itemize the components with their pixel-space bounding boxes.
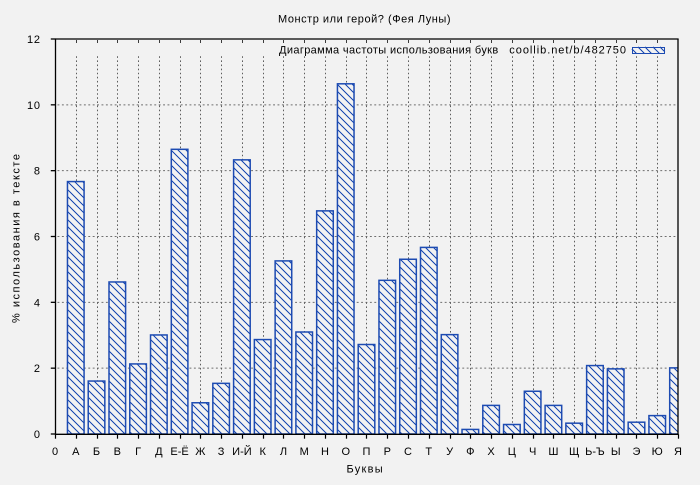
svg-text:М: М: [300, 446, 309, 458]
svg-text:0: 0: [52, 446, 58, 458]
svg-text:Д: Д: [155, 446, 163, 458]
svg-text:2: 2: [34, 363, 40, 375]
svg-text:6: 6: [34, 232, 40, 244]
svg-text:С: С: [404, 446, 412, 458]
svg-text:% использования в тексте: % использования в тексте: [11, 154, 23, 323]
svg-text:Т: Т: [425, 446, 432, 458]
svg-text:Я: Я: [674, 446, 682, 458]
svg-text:Ш: Ш: [548, 446, 558, 458]
svg-text:Ч: Ч: [529, 446, 536, 458]
svg-text:З: З: [218, 446, 225, 458]
svg-text:Ь-Ъ: Ь-Ъ: [585, 446, 605, 458]
svg-text:В: В: [114, 446, 121, 458]
svg-text:К: К: [259, 446, 266, 458]
svg-text:Ы: Ы: [611, 446, 621, 458]
svg-text:12: 12: [27, 34, 40, 46]
svg-text:Л: Л: [280, 446, 287, 458]
svg-text:Ж: Ж: [195, 446, 205, 458]
svg-text:Диаграмма частоты использовани: Диаграмма частоты использования букв: [279, 44, 498, 56]
svg-text:0: 0: [34, 429, 40, 441]
svg-text:Монстр или герой? (Фея Луны): Монстр или герой? (Фея Луны): [278, 14, 451, 26]
svg-text:Ц: Ц: [508, 446, 516, 458]
svg-text:А: А: [72, 446, 80, 458]
svg-text:О: О: [341, 446, 350, 458]
svg-text:Ю: Ю: [652, 446, 663, 458]
svg-text:Э: Э: [633, 446, 641, 458]
svg-text:Н: Н: [321, 446, 329, 458]
svg-text:Г: Г: [135, 446, 141, 458]
svg-text:Р: Р: [384, 446, 391, 458]
svg-text:4: 4: [34, 297, 40, 309]
svg-text:И-Й: И-Й: [232, 445, 251, 458]
svg-text:Х: Х: [487, 446, 495, 458]
svg-text:Е-Ё: Е-Ё: [170, 446, 188, 458]
svg-text:Ф: Ф: [466, 446, 474, 458]
svg-text:8: 8: [34, 166, 40, 178]
svg-text:10: 10: [27, 100, 40, 112]
svg-text:У: У: [446, 446, 454, 458]
svg-text:Щ: Щ: [569, 446, 579, 458]
svg-text:Буквы: Буквы: [347, 464, 383, 476]
svg-text:Б: Б: [93, 446, 100, 458]
svg-text:coollib.net/b/482750: coollib.net/b/482750: [509, 44, 626, 56]
svg-text:П: П: [363, 446, 371, 458]
